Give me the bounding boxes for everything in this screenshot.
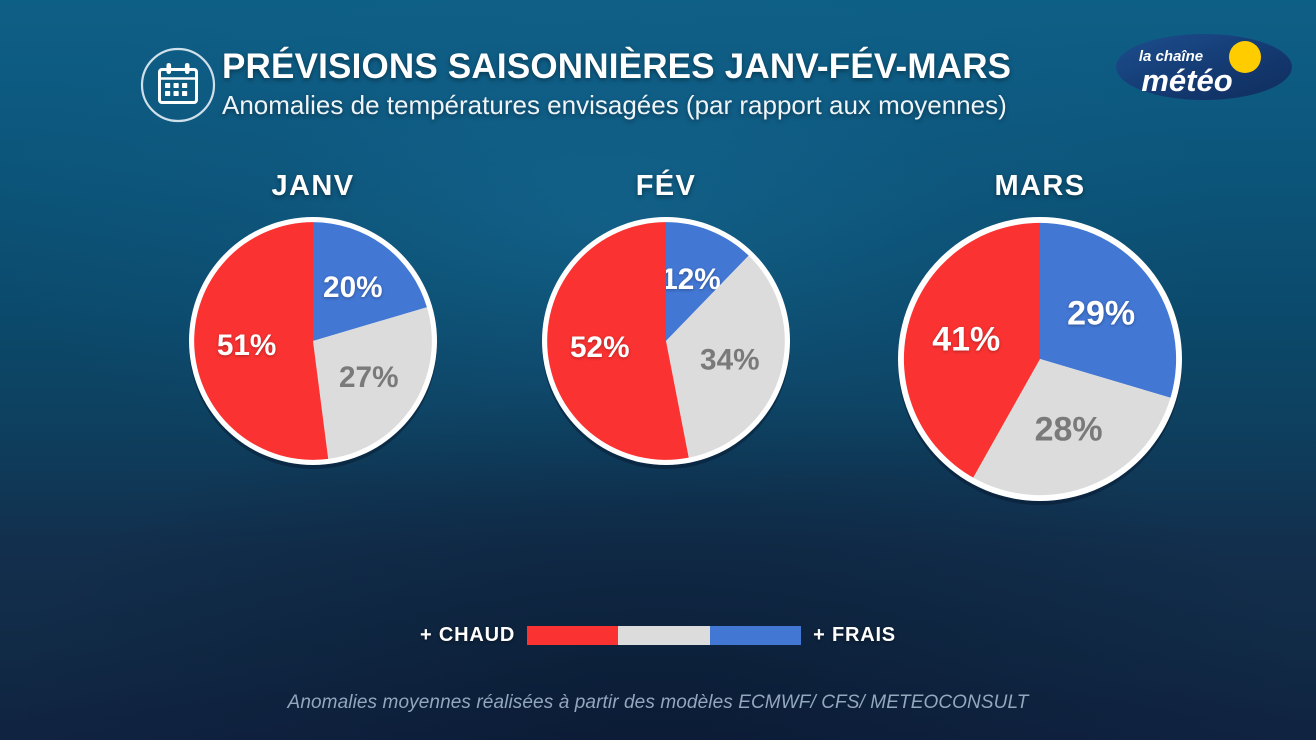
- page-subtitle: Anomalies de températures envisagées (pa…: [222, 90, 1007, 120]
- pie-slice-label: 41%: [932, 321, 1000, 359]
- pie-graphic-fev: 12% 34% 52%: [540, 215, 792, 469]
- legend: + CHAUD + FRAIS: [0, 624, 1316, 647]
- pie-graphic-janv: 20% 27% 51%: [187, 215, 439, 469]
- pie-title-janv: JANV: [271, 170, 355, 202]
- header: PRÉVISIONS SAISONNIÈRES JANV-FÉV-MARS An…: [0, 0, 1316, 140]
- pie-slice-label: 12%: [661, 263, 720, 296]
- pie-slice-label: 52%: [570, 331, 629, 364]
- pie-slice-label: 29%: [1067, 294, 1135, 332]
- pie-title-mars: MARS: [994, 170, 1086, 202]
- pie-slice-label: 28%: [1035, 411, 1103, 449]
- legend-segment-cool: [709, 626, 802, 645]
- logo-line1: la chaîne: [1139, 48, 1203, 65]
- legend-label-cool: + FRAIS: [813, 624, 896, 646]
- legend-segment-normal: [618, 626, 710, 645]
- legend-gradient-bar: [527, 626, 802, 645]
- pie-chart-fev: FÉV 12% 34% 52%: [516, 170, 816, 469]
- pie-slice-label: 34%: [700, 343, 759, 376]
- pie-slice-label: 51%: [217, 329, 276, 362]
- pie-slice-label: 27%: [339, 361, 398, 394]
- logo-line2: météo: [1141, 63, 1232, 98]
- pie-graphic-mars: 29% 28% 41%: [896, 215, 1184, 505]
- page-title: PRÉVISIONS SAISONNIÈRES JANV-FÉV-MARS: [222, 47, 1012, 86]
- pie-slice-label: 20%: [323, 271, 382, 304]
- la-chaine-meteo-logo: la chaîne météo: [1113, 30, 1295, 104]
- title-block: PRÉVISIONS SAISONNIÈRES JANV-FÉV-MARS An…: [222, 47, 1011, 121]
- calendar-icon: [139, 46, 217, 124]
- pie-chart-mars: MARS 29% 28% 41%: [880, 170, 1200, 505]
- pie-title-fev: FÉV: [635, 170, 697, 202]
- legend-segment-warm: [527, 626, 619, 645]
- legend-label-warm: + CHAUD: [420, 624, 516, 646]
- pie-chart-janv: JANV 20% 27% 51%: [163, 170, 463, 469]
- source-note: Anomalies moyennes réalisées à partir de…: [287, 692, 1029, 713]
